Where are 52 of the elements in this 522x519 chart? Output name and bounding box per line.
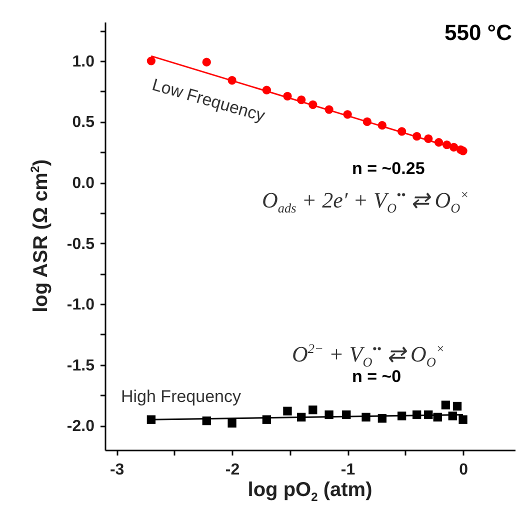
x-axis-title: log pO$_{2}$ (atm) <box>246 479 374 504</box>
point <box>146 415 156 424</box>
point <box>308 406 318 414</box>
point <box>362 412 370 422</box>
point <box>424 134 433 144</box>
point <box>228 418 236 428</box>
point <box>283 92 292 100</box>
point <box>433 412 442 422</box>
annotation: n = ~0.25 <box>352 159 425 178</box>
point <box>202 416 211 426</box>
point <box>441 400 450 410</box>
y-tick-label: -0.5 <box>66 236 95 253</box>
point <box>448 412 457 420</box>
point <box>412 132 422 141</box>
point <box>458 415 468 424</box>
point <box>146 56 156 66</box>
point <box>308 100 318 110</box>
point <box>452 402 462 411</box>
annotation: 550 °C <box>444 20 512 45</box>
x-tick-label: 0 <box>459 462 468 478</box>
y-tick-label: 0.5 <box>72 114 95 132</box>
point <box>324 410 334 420</box>
y-tick-label: -2.0 <box>66 418 95 436</box>
point <box>378 121 387 130</box>
y-tick-label: 0.0 <box>72 175 95 192</box>
point <box>262 415 272 424</box>
point <box>297 412 306 422</box>
point <box>458 146 468 156</box>
point <box>324 105 334 114</box>
point <box>449 142 458 152</box>
x-tick-label: -2 <box>225 462 240 478</box>
x-tick-label: -1 <box>340 462 356 478</box>
point <box>397 412 406 420</box>
point <box>424 410 433 420</box>
y-tick-label: 1.0 <box>72 53 95 70</box>
x-tick-label: -3 <box>110 462 124 478</box>
point <box>378 414 387 423</box>
y-tick-label: -1.0 <box>66 296 95 314</box>
point <box>202 58 211 66</box>
point <box>343 110 352 119</box>
point <box>412 410 422 420</box>
point <box>283 406 292 416</box>
point <box>342 410 351 420</box>
point <box>442 140 452 150</box>
point <box>362 117 372 126</box>
point <box>434 138 444 147</box>
point <box>228 76 236 85</box>
annotation: n = ~0 <box>352 367 402 386</box>
point <box>397 127 406 136</box>
point <box>297 95 306 104</box>
y-tick-label: -1.5 <box>66 357 95 374</box>
annotation: High Frequency <box>121 387 242 406</box>
